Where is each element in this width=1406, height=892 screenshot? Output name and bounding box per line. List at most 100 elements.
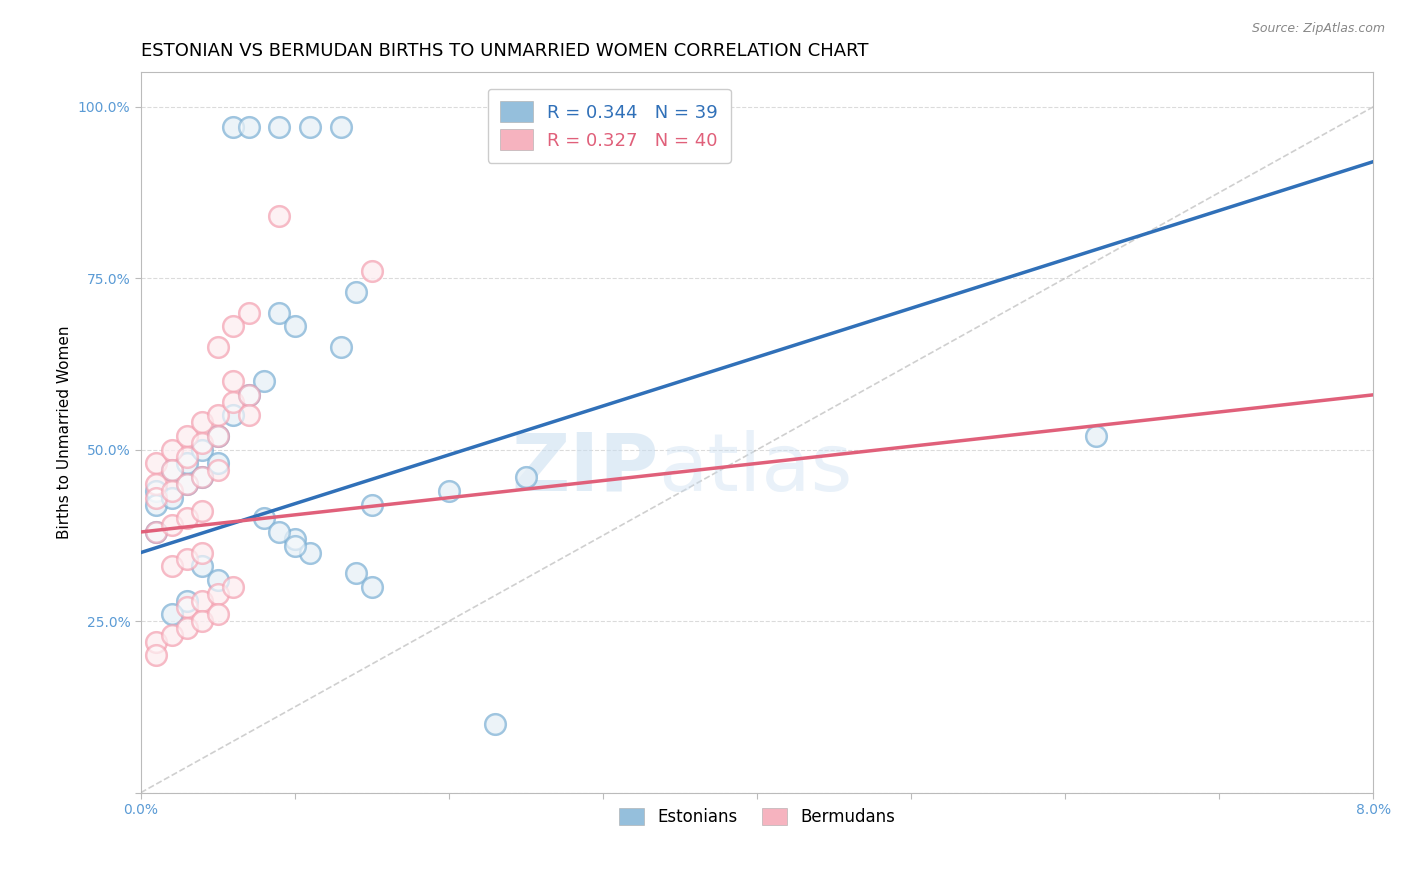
Point <box>191 470 214 484</box>
Point <box>299 120 322 135</box>
Point <box>269 210 291 224</box>
Point <box>191 470 214 484</box>
Point <box>160 442 183 457</box>
Point <box>253 511 276 525</box>
Point <box>160 463 183 477</box>
Point <box>238 120 260 135</box>
Point <box>253 374 276 388</box>
Point <box>346 285 368 299</box>
Point <box>145 648 167 663</box>
Point <box>176 477 198 491</box>
Point <box>284 539 307 553</box>
Text: ZIP: ZIP <box>512 430 658 508</box>
Point <box>222 394 245 409</box>
Point <box>437 483 460 498</box>
Point <box>284 319 307 334</box>
Point <box>191 559 214 574</box>
Point <box>176 477 198 491</box>
Point <box>145 491 167 505</box>
Point <box>145 524 167 539</box>
Point <box>145 524 167 539</box>
Point <box>207 340 229 354</box>
Point <box>176 429 198 443</box>
Point <box>145 457 167 471</box>
Point <box>222 374 245 388</box>
Point <box>160 518 183 533</box>
Point <box>145 483 167 498</box>
Point <box>191 559 214 574</box>
Point <box>160 463 183 477</box>
Point <box>346 566 368 581</box>
Point <box>361 580 384 594</box>
Text: Source: ZipAtlas.com: Source: ZipAtlas.com <box>1251 22 1385 36</box>
Point <box>207 429 229 443</box>
Point <box>191 470 214 484</box>
Text: atlas: atlas <box>658 430 853 508</box>
Point <box>145 498 167 512</box>
Point <box>361 498 384 512</box>
Point <box>207 587 229 601</box>
Point <box>238 305 260 319</box>
Point <box>176 552 198 566</box>
Point <box>222 120 245 135</box>
Point <box>145 483 167 498</box>
Point <box>330 120 353 135</box>
Point <box>191 545 214 559</box>
Point <box>191 442 214 457</box>
Point <box>145 648 167 663</box>
Point <box>176 600 198 615</box>
Point <box>222 120 245 135</box>
Point <box>238 120 260 135</box>
Point <box>207 463 229 477</box>
Point <box>515 470 537 484</box>
Point <box>437 483 460 498</box>
Point <box>253 511 276 525</box>
Point <box>160 518 183 533</box>
Point <box>238 305 260 319</box>
Point <box>145 491 167 505</box>
Point <box>176 600 198 615</box>
Point <box>222 409 245 423</box>
Point <box>207 409 229 423</box>
Point <box>207 573 229 587</box>
Point <box>176 450 198 464</box>
Point <box>145 498 167 512</box>
Point <box>207 340 229 354</box>
Point <box>176 457 198 471</box>
Point <box>238 409 260 423</box>
Point <box>1085 429 1108 443</box>
Point <box>176 593 198 607</box>
Point <box>269 120 291 135</box>
Text: ESTONIAN VS BERMUDAN BIRTHS TO UNMARRIED WOMEN CORRELATION CHART: ESTONIAN VS BERMUDAN BIRTHS TO UNMARRIED… <box>141 42 869 60</box>
Point <box>176 593 198 607</box>
Point <box>191 614 214 628</box>
Point <box>207 429 229 443</box>
Point <box>191 415 214 429</box>
Point <box>515 470 537 484</box>
Point <box>484 717 506 731</box>
Point <box>1085 429 1108 443</box>
Point <box>207 463 229 477</box>
Point <box>222 580 245 594</box>
Point <box>346 566 368 581</box>
Point <box>207 573 229 587</box>
Point <box>222 319 245 334</box>
Point <box>160 463 183 477</box>
Point <box>191 614 214 628</box>
Point <box>269 524 291 539</box>
Point <box>346 285 368 299</box>
Point <box>284 532 307 546</box>
Point <box>191 504 214 518</box>
Point <box>238 388 260 402</box>
Point <box>160 628 183 642</box>
Point <box>284 319 307 334</box>
Point <box>145 634 167 648</box>
Point <box>145 634 167 648</box>
Point <box>207 607 229 622</box>
Point <box>222 409 245 423</box>
Point <box>160 491 183 505</box>
Point <box>222 394 245 409</box>
Point <box>361 498 384 512</box>
Point <box>176 552 198 566</box>
Point <box>176 477 198 491</box>
